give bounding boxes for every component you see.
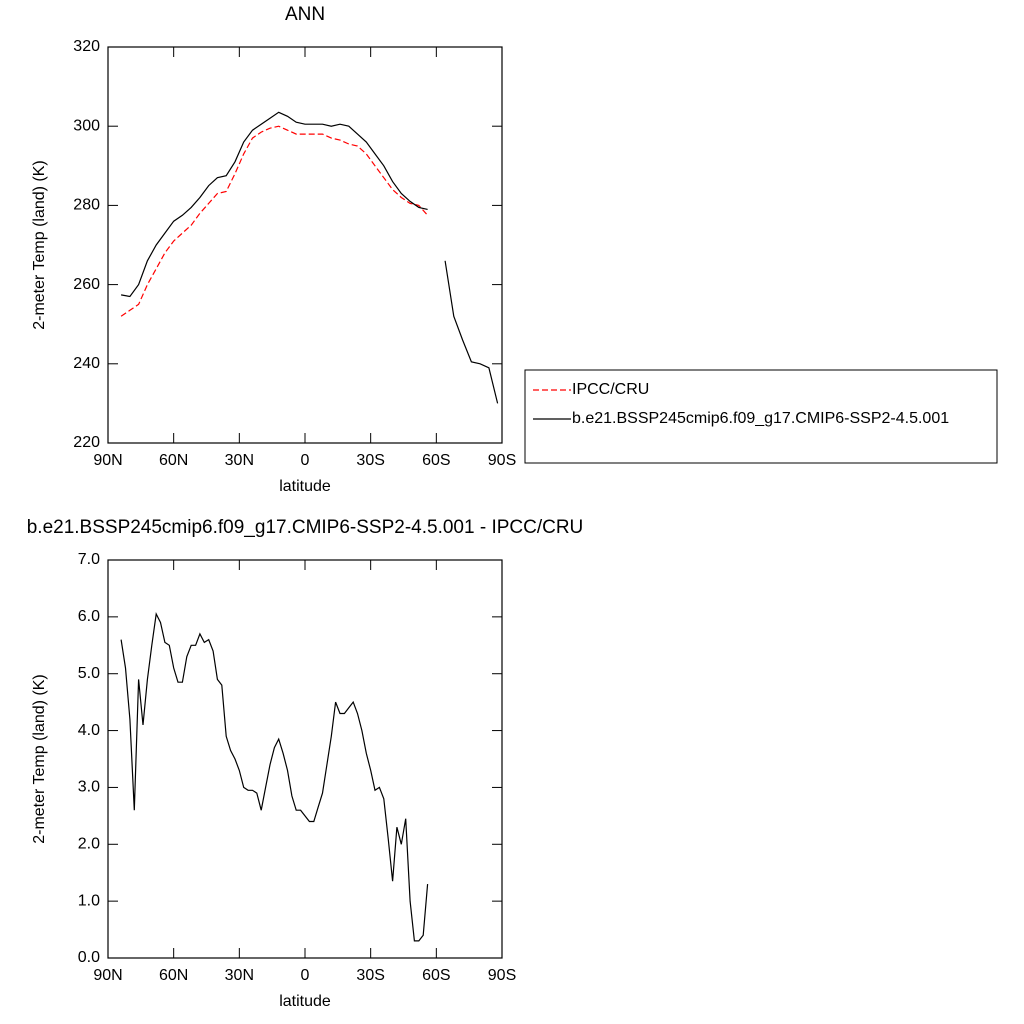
plot-frame bbox=[107, 559, 503, 959]
y-tick-label: 1.0 bbox=[78, 892, 100, 909]
y-tick-label: 220 bbox=[73, 434, 100, 451]
legend: IPCC/CRU b.e21.BSSP245cmip6.f09_g17.CMIP6… bbox=[524, 369, 998, 464]
y-axis-label: 2-meter Temp (land) (K) bbox=[31, 674, 48, 844]
data-line bbox=[120, 612, 429, 942]
x-tick-label: 60N bbox=[159, 967, 188, 984]
legend-label: IPCC/CRU bbox=[572, 381, 649, 398]
y-tick-label: 300 bbox=[73, 117, 100, 134]
y-tick-label: 260 bbox=[73, 276, 100, 293]
legend-label: b.e21.BSSP245cmip6.f09_g17.CMIP6-SSP2-4.… bbox=[572, 410, 949, 427]
x-tick-label: 30N bbox=[225, 452, 254, 469]
y-tick-label: 320 bbox=[73, 38, 100, 55]
plot-frame bbox=[107, 46, 503, 444]
legend-box bbox=[524, 369, 998, 464]
chart-title: b.e21.BSSP245cmip6.f09_g17.CMIP6-SSP2-4.… bbox=[27, 517, 584, 538]
x-tick-label: 90S bbox=[488, 967, 516, 984]
data-line bbox=[120, 125, 429, 317]
x-tick-label: 30N bbox=[225, 967, 254, 984]
y-tick-label: 280 bbox=[73, 197, 100, 214]
x-tick-label: 60N bbox=[159, 452, 188, 469]
y-tick-label: 240 bbox=[73, 355, 100, 372]
y-axis-label: 2-meter Temp (land) (K) bbox=[31, 160, 48, 330]
y-tick-label: 3.0 bbox=[78, 779, 100, 796]
y-tick-label: 4.0 bbox=[78, 722, 100, 739]
y-tick-label: 7.0 bbox=[78, 551, 100, 568]
x-axis-label: latitude bbox=[279, 993, 331, 1010]
y-tick-label: 2.0 bbox=[78, 836, 100, 853]
x-tick-label: 30S bbox=[356, 967, 384, 984]
x-tick-label: 60S bbox=[422, 967, 450, 984]
y-tick-label: 5.0 bbox=[78, 665, 100, 682]
x-axis-label: latitude bbox=[279, 478, 331, 495]
x-tick-label: 90N bbox=[93, 967, 122, 984]
chart-title: ANN bbox=[285, 4, 325, 25]
x-tick-label: 60S bbox=[422, 452, 450, 469]
x-tick-label: 30S bbox=[356, 452, 384, 469]
y-tick-label: 0.0 bbox=[78, 949, 100, 966]
y-tick-label: 6.0 bbox=[78, 608, 100, 625]
x-tick-label: 90N bbox=[93, 452, 122, 469]
x-tick-label: 0 bbox=[301, 967, 310, 984]
x-tick-label: 0 bbox=[301, 452, 310, 469]
x-tick-label: 90S bbox=[488, 452, 516, 469]
data-line bbox=[120, 111, 499, 404]
